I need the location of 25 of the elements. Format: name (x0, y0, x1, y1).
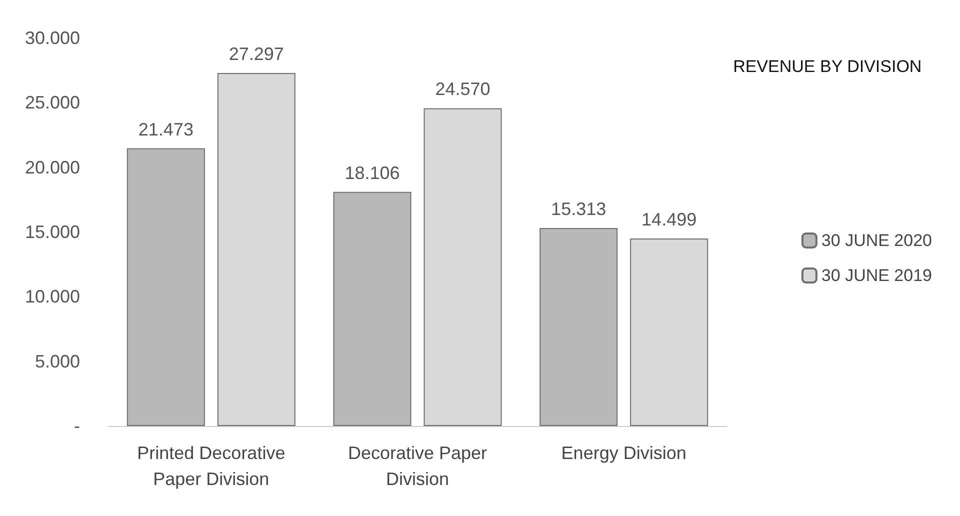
data-label: 18.106 (344, 162, 400, 183)
y-tick-label: 20.000 (24, 157, 80, 178)
x-tick-label: Decorative Paper Division (348, 443, 488, 489)
legend-label: 30 JUNE 2019 (821, 266, 932, 285)
y-tick-label: 15.000 (24, 222, 80, 242)
text: REVENUE BY DIVISION (733, 57, 922, 76)
bar (126, 148, 205, 426)
y-tick-label: 5.000 (34, 351, 80, 372)
x-tick-label: Energy Division (561, 443, 686, 463)
x-tick-label: Printed Decorative Paper Division (137, 443, 286, 489)
bar (217, 72, 296, 426)
bar (630, 238, 708, 426)
bar (424, 108, 502, 426)
y-tick-label: 25.000 (24, 92, 80, 113)
y-tick-label: 10.000 (24, 286, 80, 307)
data-label: 21.473 (138, 119, 194, 140)
data-label: 27.297 (228, 44, 284, 64)
legend-label: 30 JUNE 2020 (821, 231, 932, 250)
data-label: 14.499 (642, 209, 697, 230)
data-label: 15.313 (551, 198, 606, 219)
bar (540, 228, 618, 426)
data-label: 24.570 (435, 79, 490, 100)
bar (333, 192, 412, 426)
y-tick-label: 30.000 (24, 28, 80, 48)
y-tick-label: - (74, 416, 80, 436)
